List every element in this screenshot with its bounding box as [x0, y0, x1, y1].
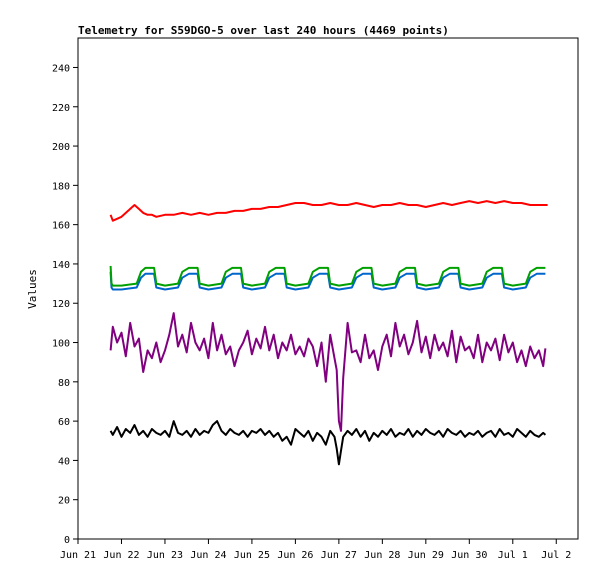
series-line-3 [109, 265, 546, 287]
x-tick-label: Jun 25 [234, 550, 270, 561]
y-tick-label: 220 [52, 103, 70, 114]
y-tick-label: 20 [58, 496, 70, 507]
x-tick-label: Jun 26 [277, 550, 313, 561]
x-tick-label: Jun 23 [147, 550, 183, 561]
series-line-4 [109, 312, 547, 432]
y-tick-label: 60 [58, 417, 70, 428]
x-tick-label: Jun 21 [60, 550, 96, 561]
x-tick-label: Jun 29 [408, 550, 444, 561]
x-tick-label: Jun 27 [321, 550, 357, 561]
x-tick-label: Jun 24 [190, 550, 226, 561]
x-tick-label: Jun 22 [103, 550, 139, 561]
x-tick-label: Jun 28 [364, 550, 400, 561]
y-tick-label: 200 [52, 142, 70, 153]
y-tick-label: 0 [64, 535, 70, 546]
series-line-5 [109, 420, 547, 466]
chart-title: Telemetry for S59DGO-5 over last 240 hou… [78, 24, 449, 37]
series-line-1 [109, 200, 548, 222]
series-line-2 [109, 271, 546, 291]
y-tick-label: 120 [52, 299, 70, 310]
y-tick-label: 80 [58, 378, 70, 389]
y-tick-label: 140 [52, 260, 70, 271]
y-axis-label: Values [26, 269, 39, 309]
x-tick-label: Jul 1 [498, 550, 528, 561]
x-tick-label: Jun 30 [451, 550, 487, 561]
y-tick-label: 180 [52, 181, 70, 192]
y-tick-label: 240 [52, 63, 70, 74]
plot-frame [77, 37, 579, 540]
y-tick-label: 160 [52, 221, 70, 232]
x-tick-label: Jul 2 [541, 550, 571, 561]
plot-lines [109, 200, 548, 466]
y-tick-label: 40 [58, 456, 70, 467]
axes: 0 20 40 60 80 100 120 140 160 180 200 220 240 Jun 21 J… [52, 37, 579, 561]
y-tick-label: 100 [52, 339, 70, 350]
